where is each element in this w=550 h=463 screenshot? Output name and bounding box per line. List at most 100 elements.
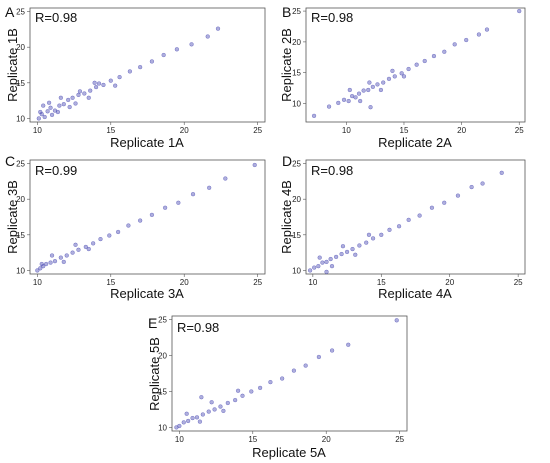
panel-e-x-tick-label: 15 — [248, 435, 257, 444]
panel-b-data-point — [370, 84, 376, 90]
panel-b-data-point — [406, 66, 411, 72]
panel-c-points — [35, 162, 257, 273]
panel-a-data-point — [36, 116, 41, 121]
panel-d-letter: D — [282, 153, 292, 169]
panel-d-data-point — [328, 256, 333, 262]
panel-e-data-point — [186, 418, 191, 424]
panel-a-data-point — [42, 114, 47, 120]
panel-b-data-point — [386, 76, 392, 82]
panel-b-letter: B — [282, 4, 291, 20]
panel-a-plot-frame — [29, 7, 266, 123]
panel-e-x-ticks: 10 15 20 25 — [175, 431, 405, 444]
panel-d-data-point — [307, 268, 313, 273]
panel-e-points — [174, 318, 399, 430]
panel-b-data-point — [356, 91, 362, 96]
panel-b-data-point — [353, 95, 358, 100]
panel-b-data-point — [326, 104, 332, 109]
panel-b-data-point — [390, 68, 395, 74]
panel-c-y-tick-label: 10 — [16, 266, 25, 275]
panel-c-data-point — [176, 200, 181, 205]
panel-d-data-point — [364, 240, 369, 245]
panel-c-data-point — [207, 185, 212, 190]
panel-e-data-point — [249, 389, 254, 394]
panel-a-data-point — [138, 64, 143, 70]
panel-e-data-point — [177, 423, 182, 429]
panel-c-data-point — [38, 266, 43, 271]
panel-e-data-point — [209, 400, 214, 405]
panel-e-data-point — [218, 404, 223, 409]
panel-a-x-tick-label: 10 — [33, 126, 42, 135]
panel-e-y-ticks: 10 15 20 25 — [158, 316, 172, 432]
panel-d-data-point — [379, 232, 384, 237]
panel-b-data-point — [378, 87, 384, 93]
panel-c-data-point — [98, 236, 103, 242]
panel-e-data-point — [394, 318, 399, 323]
panel-d-data-point — [353, 252, 358, 257]
panel-d-data-point — [406, 217, 411, 223]
panel-b-y-tick-label: 15 — [292, 69, 301, 78]
panel-d: D R=0.98 Replicate 4A Replicate 4B 10 15 2… — [279, 153, 526, 301]
panel-c-data-point — [35, 268, 40, 273]
panel-e-data-point — [200, 412, 205, 417]
panel-c-correlation: R=0.99 — [35, 163, 77, 178]
panel-b-data-point — [366, 87, 371, 93]
panel-a: A R=0.98 Replicate 1A Replicate 1B 10 15 2… — [5, 4, 266, 150]
panel-d-data-point — [324, 269, 329, 275]
panel-a-data-point — [189, 42, 194, 47]
panel-e-y-tick-label: 20 — [158, 352, 167, 361]
panel-c-data-point — [126, 223, 131, 228]
panel-b-data-point — [336, 100, 341, 106]
panel-c-y-tick-label: 20 — [16, 195, 25, 204]
panel-d-data-point — [366, 232, 372, 237]
panel-b-data-point — [422, 58, 427, 64]
panel-a-data-point — [93, 84, 99, 90]
panel-a-y-tick-label: 10 — [16, 114, 25, 123]
panel-b-data-point — [347, 87, 352, 93]
panel-e-x-tick-label: 10 — [175, 435, 184, 444]
panel-b-y-ticks: 10 15 20 25 — [292, 7, 306, 109]
panel-c-data-point — [223, 176, 228, 181]
panel-e-data-point — [184, 411, 189, 416]
panel-e-letter: E — [148, 315, 157, 331]
panel-d-data-point — [499, 170, 504, 175]
panel-c-x-ticks: 10 15 20 25 — [33, 274, 263, 287]
panel-b-x-ticks: 10 15 20 25 — [342, 122, 524, 135]
panel-b-data-point — [361, 88, 366, 93]
panel-c-y-ticks: 10 15 20 25 — [16, 160, 30, 275]
panel-b-data-point — [442, 49, 447, 54]
panel-a-data-point — [49, 112, 55, 118]
panel-e-data-point — [212, 407, 217, 412]
panel-b-data-point — [401, 74, 407, 79]
panel-b-data-point — [375, 82, 380, 87]
panel-b-data-point — [431, 53, 437, 59]
panel-d-plot-frame — [305, 159, 526, 275]
panel-c-x-tick-label: 10 — [33, 278, 42, 287]
panel-e-data-point — [346, 342, 351, 347]
panel-b: B R=0.98 Replicate 2A Replicate 2B 10 15 2… — [279, 4, 526, 150]
panel-d-y-tick-label: 20 — [292, 195, 301, 204]
panel-b-x-tick-label: 10 — [342, 126, 351, 135]
panel-a-data-point — [86, 95, 91, 100]
panel-b-data-point — [367, 80, 372, 85]
panel-d-data-point — [455, 193, 461, 198]
panel-e-data-point — [197, 419, 203, 424]
panel-d-data-point — [340, 244, 346, 249]
panel-b-y-axis-title: Replicate 2B — [279, 28, 294, 102]
panel-c-letter: C — [5, 153, 15, 169]
panel-c-data-point — [48, 260, 53, 265]
panel-a-x-axis-title: Replicate 1A — [110, 135, 184, 150]
panel-a-data-point — [46, 100, 52, 105]
panel-d-y-ticks: 10 15 20 25 — [292, 160, 306, 275]
panel-b-data-point — [346, 98, 351, 104]
panel-d-x-tick-label: 25 — [514, 278, 523, 287]
panel-d-data-point — [329, 264, 335, 269]
panel-d-data-point — [350, 246, 355, 252]
panel-e-y-tick-label: 25 — [158, 316, 167, 325]
panel-d-y-axis-title: Replicate 4B — [279, 180, 294, 254]
panel-c-data-point — [149, 212, 155, 218]
panel-c-x-tick-label: 15 — [106, 278, 115, 287]
panel-d-data-point — [442, 200, 447, 205]
panel-a-x-ticks: 10 15 20 25 — [33, 122, 263, 135]
panel-e: E R=0.98 Replicate 5A Replicate 5B 10 15 2… — [147, 315, 408, 460]
